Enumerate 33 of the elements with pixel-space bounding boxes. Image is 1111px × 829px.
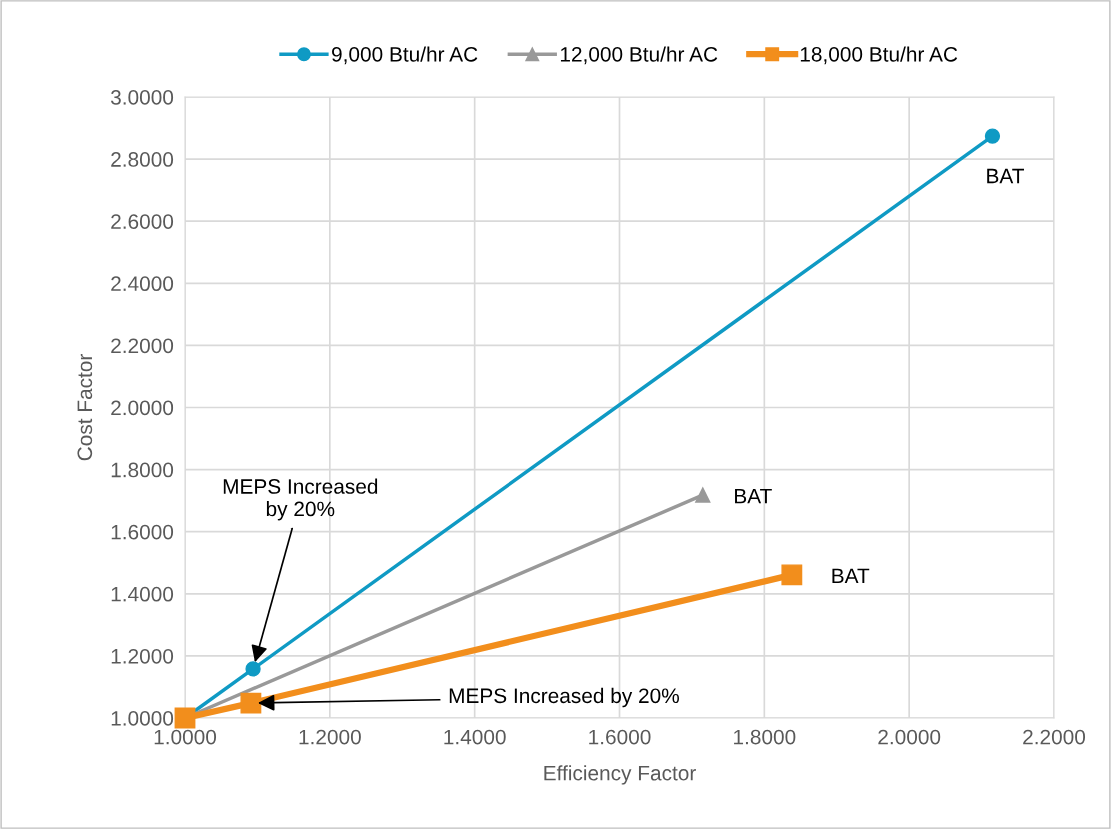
y-tick-label: 2.8000 <box>111 152 174 167</box>
legend-label: 12,000 Btu/hr AC <box>560 46 718 65</box>
point <box>781 564 803 586</box>
x-tick-label: 1.2000 <box>299 729 361 745</box>
y-tick-label: 2.6000 <box>111 214 174 229</box>
legend-label: 18,000 Btu/hr AC <box>800 46 958 65</box>
x-axis-title: Efficiency Factor <box>544 765 696 785</box>
legend-label: 9,000 Btu/hr AC <box>332 46 478 65</box>
point <box>695 487 711 503</box>
x-tick-label: 1.8000 <box>734 729 796 745</box>
x-tick-label: 1.4000 <box>444 729 506 745</box>
annotation: BAT <box>987 168 1025 184</box>
y-tick-label: 2.2000 <box>111 338 174 354</box>
y-tick-label: 1.2000 <box>111 648 174 664</box>
annotation: MEPS Increased by 20% <box>449 687 679 708</box>
point <box>245 661 261 677</box>
point <box>984 128 1001 144</box>
x-tick-label: 2.2000 <box>1023 729 1086 745</box>
annotation: BAT <box>832 568 870 584</box>
y-axis-title: Cost Factor <box>77 354 93 461</box>
x-tick-label: 2.0000 <box>878 729 941 745</box>
y-tick-label: 1.4000 <box>111 586 174 602</box>
annotation: MEPS Increased by 20% <box>223 478 378 521</box>
x-tick-label: 1.6000 <box>589 729 651 745</box>
annotation: BAT <box>735 488 772 504</box>
x-tick-label: 1.0000 <box>154 729 217 745</box>
y-tick-label: 1.6000 <box>111 524 174 540</box>
y-tick-label: 3.0000 <box>110 90 174 105</box>
y-tick-label: 1.8000 <box>111 462 174 478</box>
y-tick-label: 1.0000 <box>111 711 174 726</box>
y-tick-label: 2.0000 <box>111 400 174 416</box>
point <box>240 692 262 714</box>
y-tick-label: 2.4000 <box>111 276 174 292</box>
